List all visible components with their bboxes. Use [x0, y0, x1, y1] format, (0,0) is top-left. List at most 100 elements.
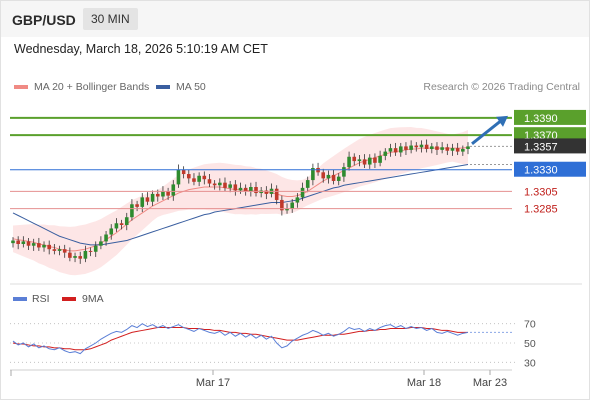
rsi-ma-legend-swatch: [62, 297, 76, 301]
candle-body: [21, 241, 26, 244]
x-tick-label: Mar 17: [196, 377, 230, 389]
credit-text: Research © 2026 Trading Central: [423, 81, 580, 93]
candle-body: [238, 187, 243, 191]
candle-body: [223, 182, 227, 188]
candle-body: [404, 146, 408, 150]
level-box-1.3357: [514, 138, 586, 154]
candle-body: [78, 256, 83, 259]
projection-arrowhead: [496, 115, 508, 127]
candle-body: [130, 204, 134, 218]
candle-body: [228, 184, 232, 188]
interval-button[interactable]: 30 MIN: [83, 8, 138, 30]
rsi-ma-legend-label: 9MA: [82, 293, 104, 305]
candle-body: [202, 175, 207, 180]
candle-body: [192, 178, 196, 182]
rsi-legend-swatch: [13, 297, 27, 301]
candle-body: [233, 184, 238, 191]
candle-body: [207, 179, 212, 184]
projection-arrow: [471, 118, 503, 145]
candle-body: [155, 193, 160, 197]
candle-body: [186, 174, 191, 179]
x-tick-label: Mar 23: [473, 377, 507, 389]
candle-body: [83, 250, 88, 259]
candle-body: [450, 148, 455, 151]
candle-body: [430, 146, 434, 149]
candle-body: [16, 240, 20, 244]
candle-body: [445, 147, 450, 151]
candle-body: [52, 249, 57, 251]
candle-body: [466, 146, 470, 149]
candle-body: [181, 169, 186, 175]
header-bar: GBP/USD 30 MIN: [1, 1, 589, 37]
candle-body: [342, 167, 346, 177]
candle-body: [435, 146, 439, 150]
candle-body: [176, 169, 181, 185]
candle-body: [378, 155, 382, 163]
ma20-swatch: [14, 85, 28, 89]
candle-body: [171, 184, 176, 196]
level-box-1.3330: [514, 161, 586, 177]
ma50-swatch: [156, 85, 170, 89]
candle-body: [280, 199, 284, 211]
candle-body: [357, 159, 362, 162]
ma20-label: MA 20 + Bollinger Bands: [34, 81, 150, 93]
candle-body: [150, 193, 155, 202]
candle-body: [388, 148, 393, 152]
candle-body: [311, 168, 315, 181]
timestamp: Wednesday, March 18, 2026 5:10:19 AM CET: [14, 42, 268, 56]
candle-body: [62, 249, 67, 253]
candle-body: [264, 190, 269, 194]
candle-body: [135, 204, 139, 207]
candle-body: [119, 223, 124, 225]
candle-body: [212, 183, 217, 186]
level-box-1.3390: [514, 109, 586, 125]
candle-body: [414, 145, 419, 148]
candle-body: [409, 145, 413, 150]
candle-body: [300, 187, 305, 198]
candle-body: [68, 252, 72, 258]
candle-body: [140, 197, 145, 207]
candle-body: [73, 256, 77, 258]
candle-body: [336, 176, 341, 181]
level-label-1.3285: 1.3285: [524, 204, 558, 216]
x-tick-label: Mar 18: [407, 377, 441, 389]
candle-body: [145, 197, 150, 202]
candle-body: [424, 144, 429, 149]
candle-body: [243, 187, 248, 192]
candle-body: [197, 175, 201, 182]
candle-body: [93, 245, 98, 252]
candle-body: [295, 197, 300, 203]
candle-body: [285, 208, 289, 211]
candle-body: [393, 148, 398, 153]
candle-body: [331, 174, 336, 181]
rsi-legend-label: RSI: [32, 293, 50, 305]
candle-body: [321, 172, 326, 179]
candle-body: [274, 188, 279, 200]
candle-body: [367, 157, 372, 165]
candle-body: [57, 249, 62, 251]
candle-body: [419, 144, 424, 148]
candle-body: [161, 191, 165, 197]
candle-body: [42, 244, 46, 248]
candle-body: [373, 157, 377, 163]
rsi-tick-50: 50: [524, 338, 536, 350]
candle-body: [383, 151, 388, 156]
candle-body: [37, 243, 41, 248]
ma50-label: MA 50: [176, 81, 206, 93]
candle-body: [31, 243, 36, 246]
rsi-tick-70: 70: [524, 319, 536, 331]
candle-body: [249, 187, 253, 192]
candle-body: [99, 241, 103, 246]
candle-body: [455, 148, 460, 152]
rsi-ma-line: [12, 327, 468, 351]
candle-body: [326, 174, 331, 179]
ma50-line: [12, 164, 469, 246]
symbol-title: GBP/USD: [12, 12, 76, 28]
candle-body: [166, 191, 170, 196]
rsi-tick-30: 30: [524, 357, 536, 369]
candle-body: [114, 223, 119, 229]
candle-body: [124, 217, 129, 225]
candle-body: [347, 156, 351, 168]
